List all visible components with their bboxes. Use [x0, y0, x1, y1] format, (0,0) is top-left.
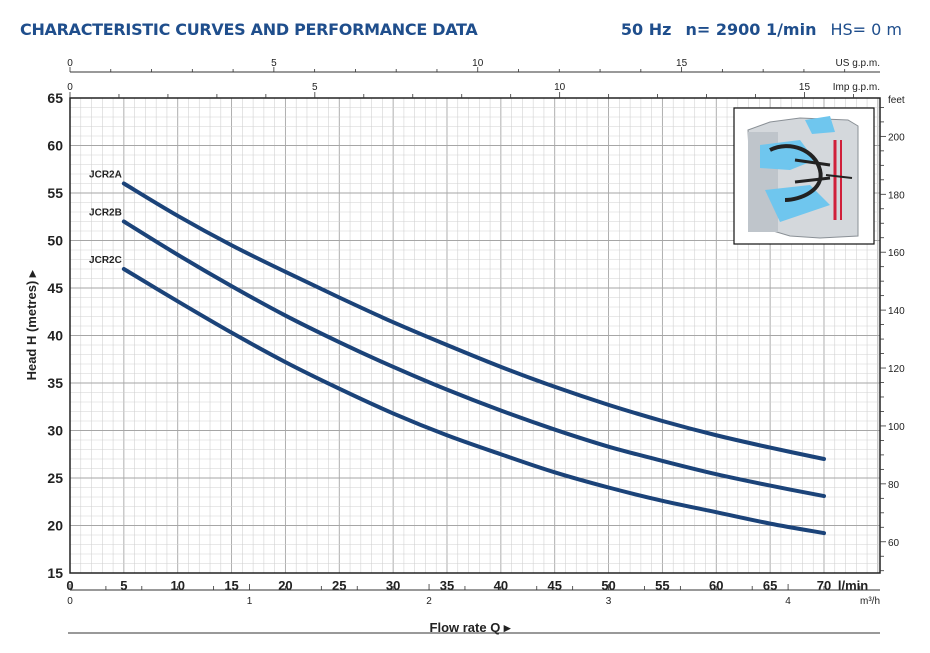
x-tick-label: 20 — [278, 578, 292, 593]
y-axis-title: Head H (metres) ▸ — [24, 269, 39, 380]
feet-tick-label: 60 — [888, 538, 900, 549]
x-tick-label: 55 — [655, 578, 669, 593]
y-tick-label: 60 — [47, 138, 63, 154]
imp-gpm-tick-label: 10 — [554, 82, 566, 93]
x-tick-label: 15 — [224, 578, 238, 593]
x-tick-label: 30 — [386, 578, 400, 593]
feet-tick-label: 100 — [888, 422, 905, 433]
series-layer: JCR2A JCR2B JCR2C — [89, 170, 826, 536]
m3h-tick-label: 3 — [606, 596, 612, 607]
y-tick-label: 15 — [47, 565, 63, 581]
feet-tick-label: 140 — [888, 306, 905, 317]
feet-tick-label: 200 — [888, 132, 905, 143]
series-line-jcr2c — [121, 267, 826, 536]
series-line-jcr2a — [121, 181, 826, 461]
us-gpm-tick-label: 15 — [676, 58, 688, 69]
chart-title: CHARACTERISTIC CURVES AND PERFORMANCE DA… — [20, 20, 478, 39]
x-tick-label: 60 — [709, 578, 723, 593]
y-tick-label: 25 — [47, 470, 63, 486]
m3h-tick-label: 0 — [67, 596, 73, 607]
x-tick-label: 5 — [120, 578, 127, 593]
feet-tick-label: 160 — [888, 248, 905, 259]
operating-conditions: 50 Hz n= 2900 1/min HS= 0 m — [621, 20, 902, 39]
feet-unit-label: feet — [888, 95, 905, 106]
x-axis-title: Flow rate Q ▸ — [430, 620, 512, 635]
m3h-unit-label: m³/h — [860, 596, 880, 607]
plot-frame — [69, 97, 881, 574]
m3h-tick-label: 2 — [426, 596, 432, 607]
x-tick-label: 10 — [170, 578, 184, 593]
y-tick-label: 45 — [47, 280, 63, 296]
series-line-jcr2b — [121, 219, 826, 499]
feet-tick-label: 120 — [888, 364, 905, 375]
us-gpm-unit-label: US g.p.m. — [836, 58, 880, 69]
y-tick-label: 35 — [47, 375, 63, 391]
series-label-jcr2a: JCR2A — [89, 170, 122, 181]
imp-gpm-unit-label: Imp g.p.m. — [833, 82, 880, 93]
feet-tick-label: 80 — [888, 480, 900, 491]
y-tick-label: 65 — [47, 90, 63, 106]
y-tick-label: 40 — [47, 328, 63, 344]
us-gpm-tick-label: 0 — [67, 58, 73, 69]
y-tick-label: 50 — [47, 233, 63, 249]
x-tick-label: 65 — [763, 578, 777, 593]
series-label-jcr2c: JCR2C — [89, 255, 122, 266]
x-tick-label: 70 — [817, 578, 831, 593]
imp-gpm-tick-label: 5 — [312, 82, 318, 93]
x-tick-label: 35 — [440, 578, 454, 593]
y-tick-label: 20 — [47, 518, 63, 534]
x-tick-label: 45 — [547, 578, 561, 593]
imp-gpm-tick-label: 15 — [799, 82, 811, 93]
y-tick-label: 30 — [47, 423, 63, 439]
y-tick-label: 55 — [47, 185, 63, 201]
x-tick-label: 40 — [494, 578, 508, 593]
series-label-jcr2b: JCR2B — [89, 208, 122, 219]
feet-tick-label: 180 — [888, 190, 905, 201]
x-unit-label: l/min — [838, 578, 868, 593]
hs-label: HS= 0 m — [830, 20, 902, 39]
speed-label: n= 2900 1/min — [685, 20, 817, 39]
pump-cross-section-image — [733, 107, 875, 245]
x-tick-label: 25 — [332, 578, 346, 593]
frequency-label: 50 Hz — [620, 20, 672, 39]
m3h-tick-label: 4 — [785, 596, 791, 607]
us-gpm-tick-label: 5 — [271, 58, 277, 69]
us-gpm-tick-label: 10 — [472, 58, 484, 69]
imp-gpm-tick-label: 0 — [67, 82, 73, 93]
m3h-tick-label: 1 — [247, 596, 253, 607]
